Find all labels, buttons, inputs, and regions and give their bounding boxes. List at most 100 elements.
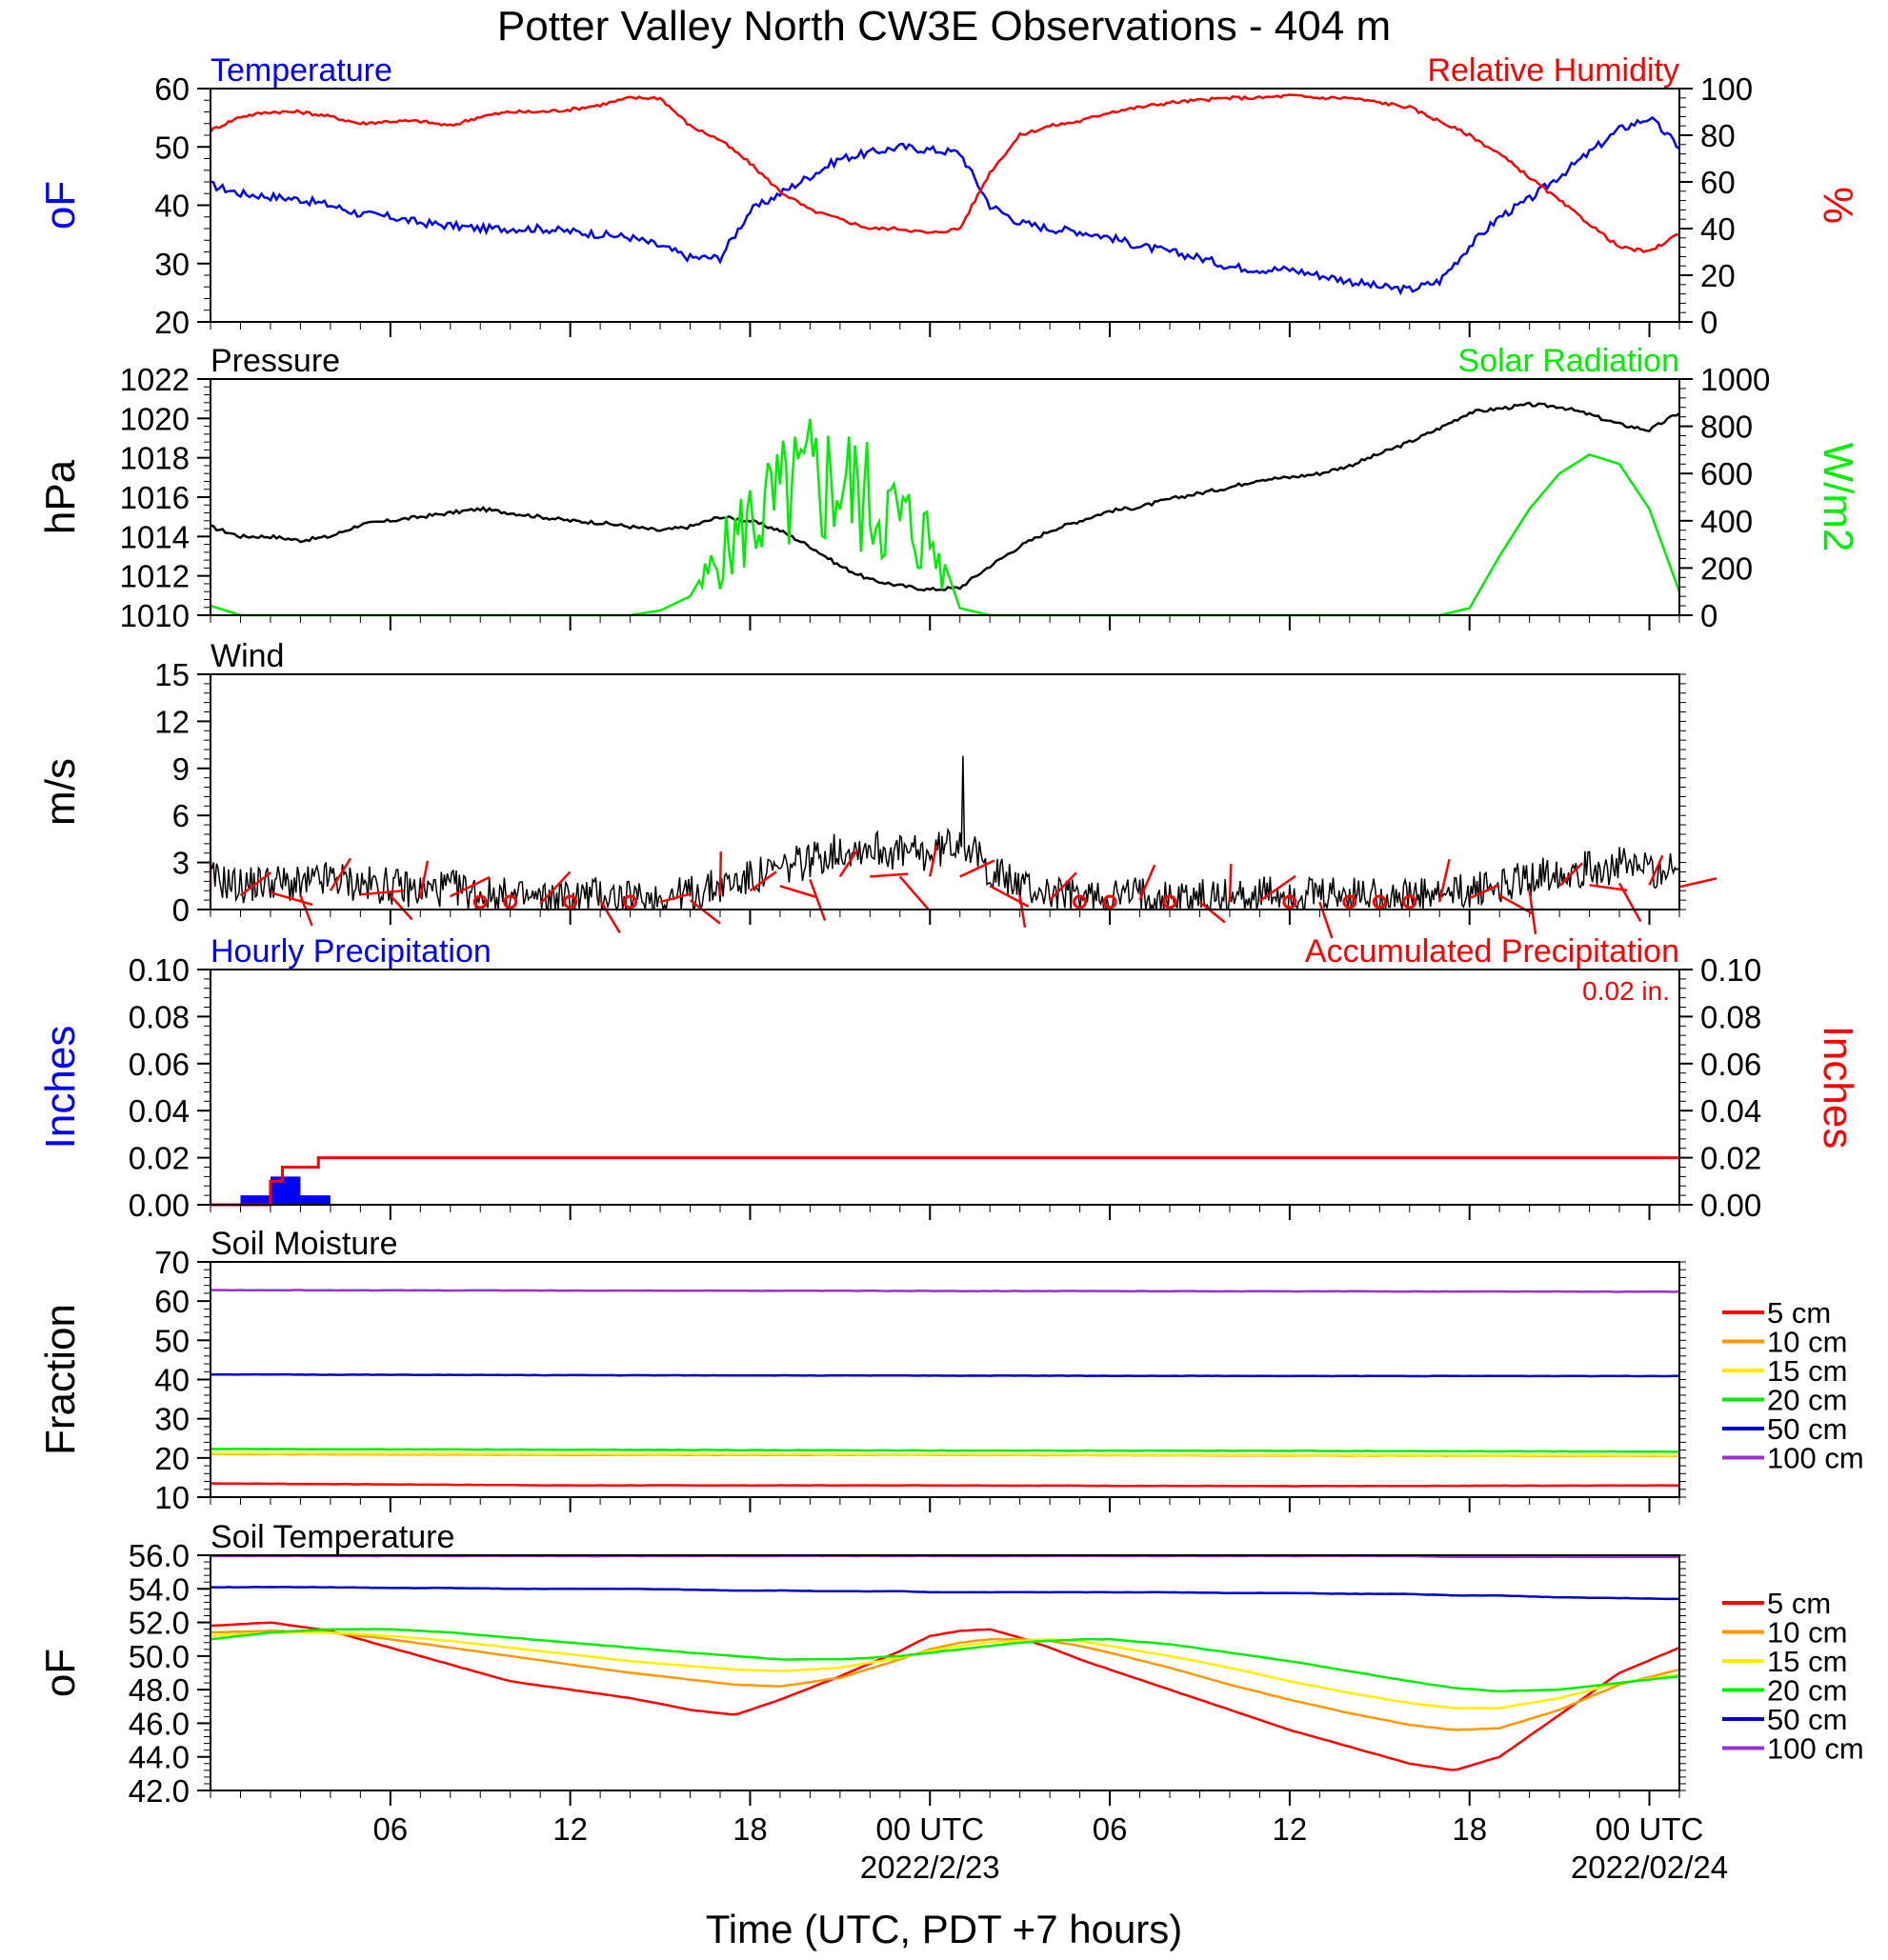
wind-calm-circle xyxy=(1342,894,1357,910)
wind-barb xyxy=(1558,862,1584,888)
hourly-precip-bar xyxy=(240,1195,271,1205)
y-tick-label: 0.04 xyxy=(129,1093,190,1129)
y-tick-label: 0.10 xyxy=(129,952,190,988)
y2-tick-label: 0 xyxy=(1700,305,1717,340)
y-tick-label: 60 xyxy=(154,71,190,107)
panel-frame xyxy=(210,1554,1680,1791)
y-tick-label: 1012 xyxy=(120,559,190,594)
wind-barb xyxy=(718,851,723,896)
y-axis-label: Inches xyxy=(37,1026,84,1150)
y-tick-label: 1010 xyxy=(120,598,190,633)
y-tick-label: 50.0 xyxy=(129,1639,190,1674)
panel-frame xyxy=(210,88,1680,323)
y-tick-label: 40 xyxy=(154,189,190,224)
y-tick-label: 60 xyxy=(154,1284,190,1319)
y-tick-label: 3 xyxy=(172,846,190,881)
wind-calm-circle xyxy=(1073,894,1088,910)
y-tick-label: 30 xyxy=(154,1402,190,1437)
panel-frame xyxy=(210,969,1680,1206)
x-tick-label: 00 UTC xyxy=(875,1811,984,1847)
y2-tick-label: 0.00 xyxy=(1700,1188,1761,1223)
x-tick-label: 18 xyxy=(1452,1811,1487,1847)
wind-barb xyxy=(1438,858,1451,903)
wind-calm-circle xyxy=(563,894,578,910)
wind-calm-circle xyxy=(472,894,488,910)
panel-title-left: Soil Moisture xyxy=(211,1226,398,1262)
wind-barb xyxy=(1198,901,1226,924)
y-axis-label: oF xyxy=(37,181,84,230)
wind-barb xyxy=(870,872,909,878)
y-tick-label: 54.0 xyxy=(129,1571,190,1607)
wind-barb xyxy=(1138,864,1156,901)
legend-label: 20 cm xyxy=(1767,1674,1847,1708)
hourly-precip-bar xyxy=(300,1195,331,1205)
wind-barb xyxy=(1678,877,1717,889)
wind-calm-circle xyxy=(623,894,638,910)
wind-barb xyxy=(1498,894,1534,915)
wind-barb xyxy=(1469,884,1500,900)
y-tick-label: 52.0 xyxy=(129,1606,190,1641)
x-tick-label: 06 xyxy=(372,1811,408,1847)
panel-frame xyxy=(210,1261,1680,1498)
y-tick-label: 30 xyxy=(154,247,190,282)
y2-tick-label: 400 xyxy=(1700,504,1753,539)
panel-title-right: Accumulated Precipitation xyxy=(1305,933,1679,970)
panel-title-left: Pressure xyxy=(211,343,340,379)
y-axis-label: Fraction xyxy=(37,1304,84,1455)
wind-barb xyxy=(659,892,693,904)
series-line-50cm xyxy=(210,1372,1679,1378)
wind-calm-circle xyxy=(1282,894,1297,910)
panel-title-left: Wind xyxy=(211,638,284,674)
panel-pressure_solar: Pressure Solar Radiation hPa W/m2 1010 1012 10… xyxy=(37,343,1861,633)
x-tick-label: 18 xyxy=(733,1811,768,1847)
wind-barb xyxy=(689,899,721,925)
wind-barb xyxy=(1617,882,1642,923)
y-tick-label: 10 xyxy=(154,1480,190,1515)
y-tick-label: 20 xyxy=(154,305,190,340)
series-line-20cm xyxy=(210,1628,1680,1693)
wind-barb xyxy=(1528,890,1537,934)
wind-barb xyxy=(1648,854,1664,886)
wind-barb xyxy=(1049,871,1077,901)
series-line-10cm xyxy=(210,1630,1680,1731)
wind-barb xyxy=(898,875,930,910)
y-tick-label: 70 xyxy=(154,1245,190,1280)
wind-calm-circle xyxy=(1102,894,1117,910)
panel-title-left: Soil Temperature xyxy=(211,1519,454,1555)
panel-title-left: Temperature xyxy=(211,52,392,89)
wind-barb xyxy=(599,899,621,934)
y2-tick-label: 0.06 xyxy=(1700,1047,1761,1082)
panel-frame xyxy=(210,378,1680,616)
y-axis-label: oF xyxy=(37,1649,84,1697)
y2-tick-label: 1000 xyxy=(1700,362,1770,397)
wind-calm-circle xyxy=(1372,894,1387,910)
panel-frame xyxy=(210,673,1680,910)
panel-precip: Hourly Precipitation Accumulated Precipit… xyxy=(37,933,1861,1223)
y2-tick-label: 0.02 xyxy=(1700,1141,1761,1176)
panel-title-right: Solar Radiation xyxy=(1458,343,1679,379)
y-tick-label: 44.0 xyxy=(129,1740,190,1775)
wind-barb xyxy=(929,844,938,877)
y2-tick-label: 0.04 xyxy=(1700,1093,1761,1129)
y-tick-label: 9 xyxy=(172,751,190,787)
wind-barb xyxy=(838,849,859,878)
y-axis-label: hPa xyxy=(37,459,84,534)
y2-tick-label: 200 xyxy=(1700,550,1753,586)
x-tick-label: 00 UTC xyxy=(1596,1811,1704,1847)
series-line-20cm xyxy=(210,1447,1679,1453)
y2-tick-label: 20 xyxy=(1700,258,1736,293)
legend-label: 5 cm xyxy=(1767,1296,1831,1330)
x-tick-label: 06 xyxy=(1093,1811,1128,1847)
y-tick-label: 15 xyxy=(154,657,190,692)
x-tick-label: 12 xyxy=(1273,1811,1308,1847)
legend-label: 10 cm xyxy=(1767,1616,1847,1650)
series-line-50cm xyxy=(211,1586,1680,1601)
y-tick-label: 1018 xyxy=(120,441,190,476)
series-line-5cm xyxy=(210,1621,1680,1771)
wind-calm-circle xyxy=(1402,894,1417,910)
panel-title-left: Hourly Precipitation xyxy=(211,933,492,970)
y-tick-label: 0.06 xyxy=(129,1047,190,1082)
y-tick-label: 1020 xyxy=(120,401,190,436)
series-line xyxy=(210,93,1680,254)
